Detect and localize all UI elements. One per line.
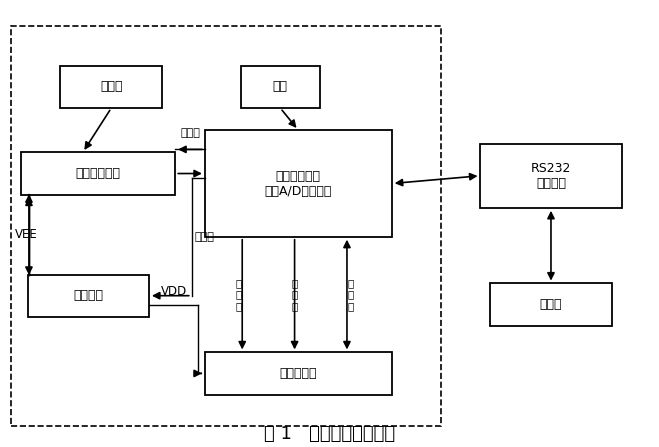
Text: 模拟适配电路: 模拟适配电路 — [76, 167, 121, 180]
Text: 图 1   测试系统原理框图: 图 1 测试系统原理框图 — [264, 426, 395, 443]
Bar — [11, 26, 441, 426]
Bar — [21, 152, 175, 194]
Text: 电池: 电池 — [273, 80, 288, 93]
Bar — [490, 283, 612, 326]
Text: 数
据
线: 数 据 线 — [347, 278, 353, 311]
Text: VDD: VDD — [161, 285, 186, 298]
Text: 控制线: 控制线 — [195, 232, 215, 242]
Text: VEE: VEE — [14, 228, 38, 241]
Bar — [480, 143, 621, 208]
Text: 传感器: 传感器 — [100, 80, 123, 93]
Bar — [241, 66, 320, 108]
Bar — [205, 130, 392, 237]
Text: 电源管理: 电源管理 — [73, 289, 103, 302]
Text: 控制线: 控制线 — [180, 128, 200, 138]
Text: 计算机: 计算机 — [540, 298, 562, 311]
Text: RS232
串行接口: RS232 串行接口 — [530, 162, 571, 190]
Bar — [28, 274, 149, 317]
Text: 单片机（内部
集成A/D转换器）: 单片机（内部 集成A/D转换器） — [265, 169, 332, 198]
Bar — [61, 66, 162, 108]
Text: 地
址
线: 地 址 线 — [291, 278, 298, 311]
Text: 静态存储器: 静态存储器 — [279, 367, 317, 380]
Text: 控
制
线: 控 制 线 — [236, 278, 242, 311]
Bar — [205, 352, 392, 395]
